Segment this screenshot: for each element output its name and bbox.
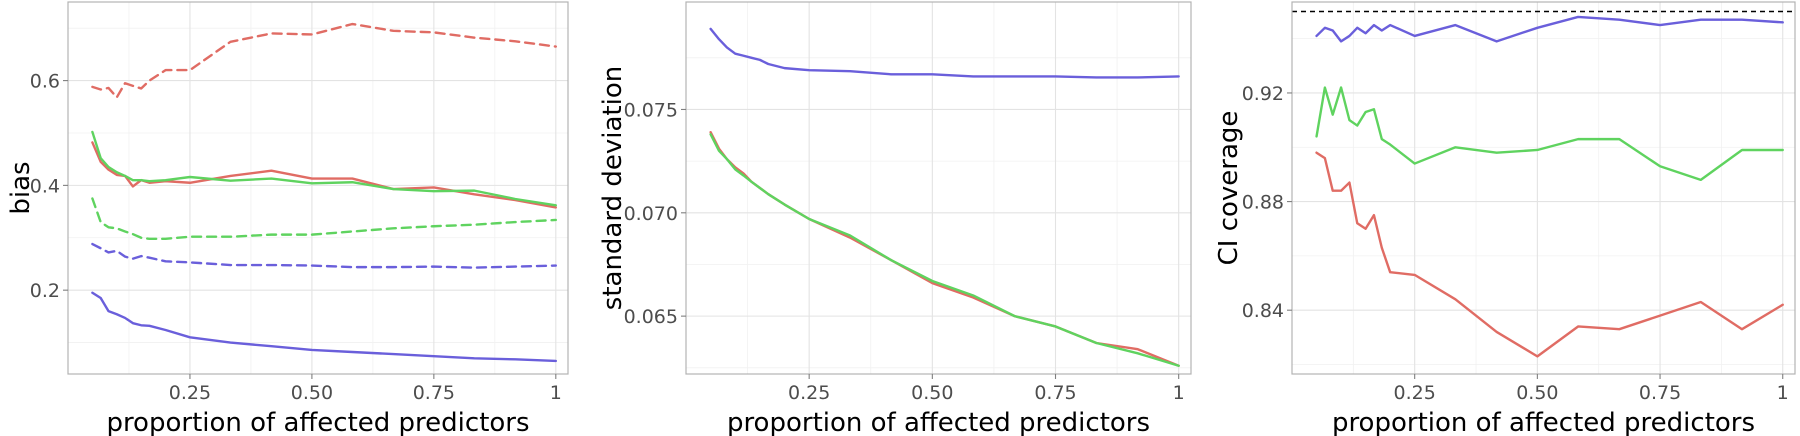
panel-ci-coverage-series-line-2	[1315, 86, 1784, 182]
panel-bias-y-tick-label: 0.6	[30, 71, 60, 93]
panel-standard-deviation-x-tick-label: 0.25	[788, 382, 830, 404]
panel-bias-series-line-4	[91, 197, 557, 241]
panel-ci-coverage-y-tick-label: 0.92	[1242, 83, 1284, 105]
panel-standard-deviation-series-line-3	[709, 133, 1180, 367]
panel-ci-coverage-x-axis-title: proportion of affected predictors	[1332, 408, 1755, 436]
panel-standard-deviation-x-tick-label: 0.75	[1034, 382, 1076, 404]
panel-standard-deviation-x-axis-title: proportion of affected predictors	[727, 408, 1150, 436]
panel-standard-deviation: 0.25 0.50 0.75 1 0.065 0.070 0.075 proportion o…	[598, 1, 1192, 436]
panel-standard-deviation-y-axis-title: standard deviation	[598, 66, 628, 310]
panel-standard-deviation-series-line-1	[709, 27, 1180, 79]
panel-bias-frame	[67, 1, 569, 375]
panel-bias-series-line-5	[91, 242, 557, 269]
panel-ci-coverage-series-line-1	[1315, 15, 1784, 43]
panel-bias-x-tick-label: 1	[550, 382, 562, 404]
panel-standard-deviation-series-group	[709, 27, 1180, 367]
panel-standard-deviation-y-tick-label: 0.070	[624, 203, 678, 225]
panel-bias-series-line-2	[91, 141, 557, 209]
panel-bias-series-line-3	[91, 130, 557, 207]
panel-ci-coverage-x-tick-label: 0.50	[1516, 382, 1558, 404]
panel-bias-series-group	[91, 22, 557, 363]
panel-bias-y-tick-label: 0.4	[30, 175, 60, 197]
panel-bias-x-axis-title: proportion of affected predictors	[106, 408, 529, 436]
panel-standard-deviation-x-tick-label: 1	[1173, 382, 1185, 404]
panel-standard-deviation-frame	[685, 1, 1192, 375]
panel-ci-coverage-x-tick-label: 1	[1777, 382, 1789, 404]
panel-ci-coverage: 0.25 0.50 0.75 1 0.84 0.88 0.92 proportion of a…	[1214, 1, 1796, 436]
panel-ci-coverage-frame	[1291, 1, 1796, 375]
panel-bias-y-tick-label: 0.2	[30, 280, 60, 302]
panel-bias: 0.25 0.50 0.75 1 0.2 0.4 0.6 proportion of affe…	[6, 1, 569, 436]
panel-bias-series-line-1	[91, 22, 557, 99]
panel-ci-coverage-x-tick-label: 0.25	[1394, 382, 1436, 404]
panel-ci-coverage-y-tick-label: 0.84	[1242, 300, 1284, 322]
panel-ci-coverage-series-group	[1315, 15, 1784, 358]
panel-standard-deviation-y-tick-label: 0.065	[624, 306, 678, 328]
panel-bias-x-tick-label: 0.50	[291, 382, 333, 404]
panel-bias-x-tick-label: 0.25	[169, 382, 211, 404]
panel-standard-deviation-x-tick-label: 0.50	[911, 382, 953, 404]
panel-ci-coverage-series-line-3	[1315, 151, 1784, 358]
panel-standard-deviation-series-line-2	[709, 131, 1180, 367]
panel-bias-series-line-6	[91, 291, 557, 363]
panel-bias-y-axis-title: bias	[6, 161, 36, 214]
panel-standard-deviation-y-tick-label: 0.075	[624, 99, 678, 121]
panel-ci-coverage-x-tick-label: 0.75	[1639, 382, 1681, 404]
panel-ci-coverage-y-axis-title: CI coverage	[1214, 111, 1244, 266]
panel-bias-x-tick-label: 0.75	[413, 382, 455, 404]
panel-ci-coverage-y-tick-label: 0.88	[1242, 192, 1284, 214]
